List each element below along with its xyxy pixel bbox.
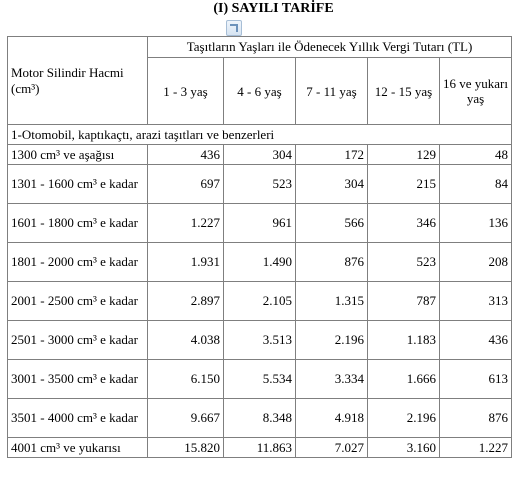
tax-value-cell: 304 bbox=[223, 144, 296, 165]
table-row: 1601 - 1800 cm³ e kadar 1.227 961 566 346 136 bbox=[7, 203, 513, 243]
tax-value-cell: 9.667 bbox=[147, 398, 224, 438]
age-header-4: 12 - 15 yaş bbox=[367, 57, 440, 125]
table-row: 4001 cm³ ve yukarısı 15.820 11.863 7.027 3.1… bbox=[7, 437, 513, 458]
tax-value-cell: 8.348 bbox=[223, 398, 296, 438]
tax-value-cell: 3.513 bbox=[223, 320, 296, 360]
tax-value-cell: 5.534 bbox=[223, 359, 296, 399]
tax-value-cell: 215 bbox=[367, 164, 440, 204]
tax-value-cell: 566 bbox=[295, 203, 368, 243]
engine-volume-label: 2501 - 3000 cm³ e kadar bbox=[7, 320, 148, 360]
tax-value-cell: 436 bbox=[438, 320, 513, 360]
engine-volume-label: 4001 cm³ ve yukarısı bbox=[7, 437, 148, 458]
tax-value-cell: 1.227 bbox=[147, 203, 224, 243]
tax-value-cell: 787 bbox=[367, 281, 440, 321]
tax-value-cell: 3.334 bbox=[295, 359, 368, 399]
tax-value-cell: 129 bbox=[367, 144, 440, 165]
table-row: 2001 - 2500 cm³ e kadar 2.897 2.105 1.315 78… bbox=[7, 281, 513, 321]
tax-value-cell: 436 bbox=[147, 144, 224, 165]
expand-arrow-icon[interactable] bbox=[226, 20, 242, 36]
tax-value-cell: 2.196 bbox=[367, 398, 440, 438]
tax-value-cell: 4.918 bbox=[295, 398, 368, 438]
table-row: 3501 - 4000 cm³ e kadar 9.667 8.348 4.918 2.… bbox=[7, 398, 513, 438]
page-title: (I) SAYILI TARİFE bbox=[213, 1, 334, 16]
tax-value-cell: 1.490 bbox=[223, 242, 296, 282]
tax-value-cell: 876 bbox=[295, 242, 368, 282]
table-row: 1301 - 1600 cm³ e kadar 697 523 304 215 84 bbox=[7, 164, 513, 204]
tax-value-cell: 304 bbox=[295, 164, 368, 204]
tax-value-cell: 1.315 bbox=[295, 281, 368, 321]
tax-value-cell: 346 bbox=[367, 203, 440, 243]
tax-value-cell: 523 bbox=[367, 242, 440, 282]
tax-value-cell: 7.027 bbox=[295, 437, 368, 458]
tax-value-cell: 876 bbox=[438, 398, 513, 438]
tax-value-cell: 1.227 bbox=[438, 437, 513, 458]
tax-value-cell: 11.863 bbox=[223, 437, 296, 458]
tax-value-cell: 84 bbox=[438, 164, 513, 204]
tax-value-cell: 1.666 bbox=[367, 359, 440, 399]
tax-value-cell: 4.038 bbox=[147, 320, 224, 360]
tax-table: Motor Silindir Hacmi (cm³) Taşıtların Ya… bbox=[6, 36, 513, 458]
tax-value-cell: 3.160 bbox=[367, 437, 440, 458]
age-header-5: 16 ve yukarı yaş bbox=[438, 57, 513, 125]
table-row: 1300 cm³ ve aşağısı 436 304 172 129 48 bbox=[7, 144, 513, 165]
tax-value-cell: 1.931 bbox=[147, 242, 224, 282]
age-group-header: Taşıtların Yaşları ile Ödenecek Yıllık V… bbox=[146, 36, 513, 58]
tax-value-cell: 523 bbox=[223, 164, 296, 204]
engine-volume-label: 1301 - 1600 cm³ e kadar bbox=[7, 164, 148, 204]
age-header-1: 1 - 3 yaş bbox=[147, 57, 224, 125]
tax-value-cell: 2.196 bbox=[295, 320, 368, 360]
motor-column-header: Motor Silindir Hacmi (cm³) bbox=[7, 36, 148, 125]
age-header-2: 4 - 6 yaş bbox=[223, 57, 296, 125]
tax-value-cell: 613 bbox=[438, 359, 513, 399]
tax-value-cell: 136 bbox=[438, 203, 513, 243]
tax-value-cell: 172 bbox=[295, 144, 368, 165]
engine-volume-label: 2001 - 2500 cm³ e kadar bbox=[7, 281, 148, 321]
table-row: 2501 - 3000 cm³ e kadar 4.038 3.513 2.196 1.… bbox=[7, 320, 513, 360]
tax-value-cell: 208 bbox=[438, 242, 513, 282]
tax-value-cell: 48 bbox=[438, 144, 513, 165]
engine-volume-label: 1300 cm³ ve aşağısı bbox=[7, 144, 148, 165]
tax-value-cell: 697 bbox=[147, 164, 224, 204]
engine-volume-label: 3001 - 3500 cm³ e kadar bbox=[7, 359, 148, 399]
engine-volume-label: 1601 - 1800 cm³ e kadar bbox=[7, 203, 148, 243]
tax-value-cell: 313 bbox=[438, 281, 513, 321]
age-header-3: 7 - 11 yaş bbox=[295, 57, 368, 125]
table-row: 3001 - 3500 cm³ e kadar 6.150 5.534 3.334 1.… bbox=[7, 359, 513, 399]
tax-value-cell: 2.105 bbox=[223, 281, 296, 321]
engine-volume-label: 3501 - 4000 cm³ e kadar bbox=[7, 398, 148, 438]
tax-value-cell: 1.183 bbox=[367, 320, 440, 360]
tax-value-cell: 961 bbox=[223, 203, 296, 243]
tax-value-cell: 2.897 bbox=[147, 281, 224, 321]
engine-volume-label: 1801 - 2000 cm³ e kadar bbox=[7, 242, 148, 282]
section-title: 1-Otomobil, kaptıkaçtı, arazi taşıtları … bbox=[6, 124, 513, 145]
tax-value-cell: 15.820 bbox=[147, 437, 224, 458]
table-row: 1801 - 2000 cm³ e kadar 1.931 1.490 876 523 2… bbox=[7, 242, 513, 282]
tax-value-cell: 6.150 bbox=[147, 359, 224, 399]
